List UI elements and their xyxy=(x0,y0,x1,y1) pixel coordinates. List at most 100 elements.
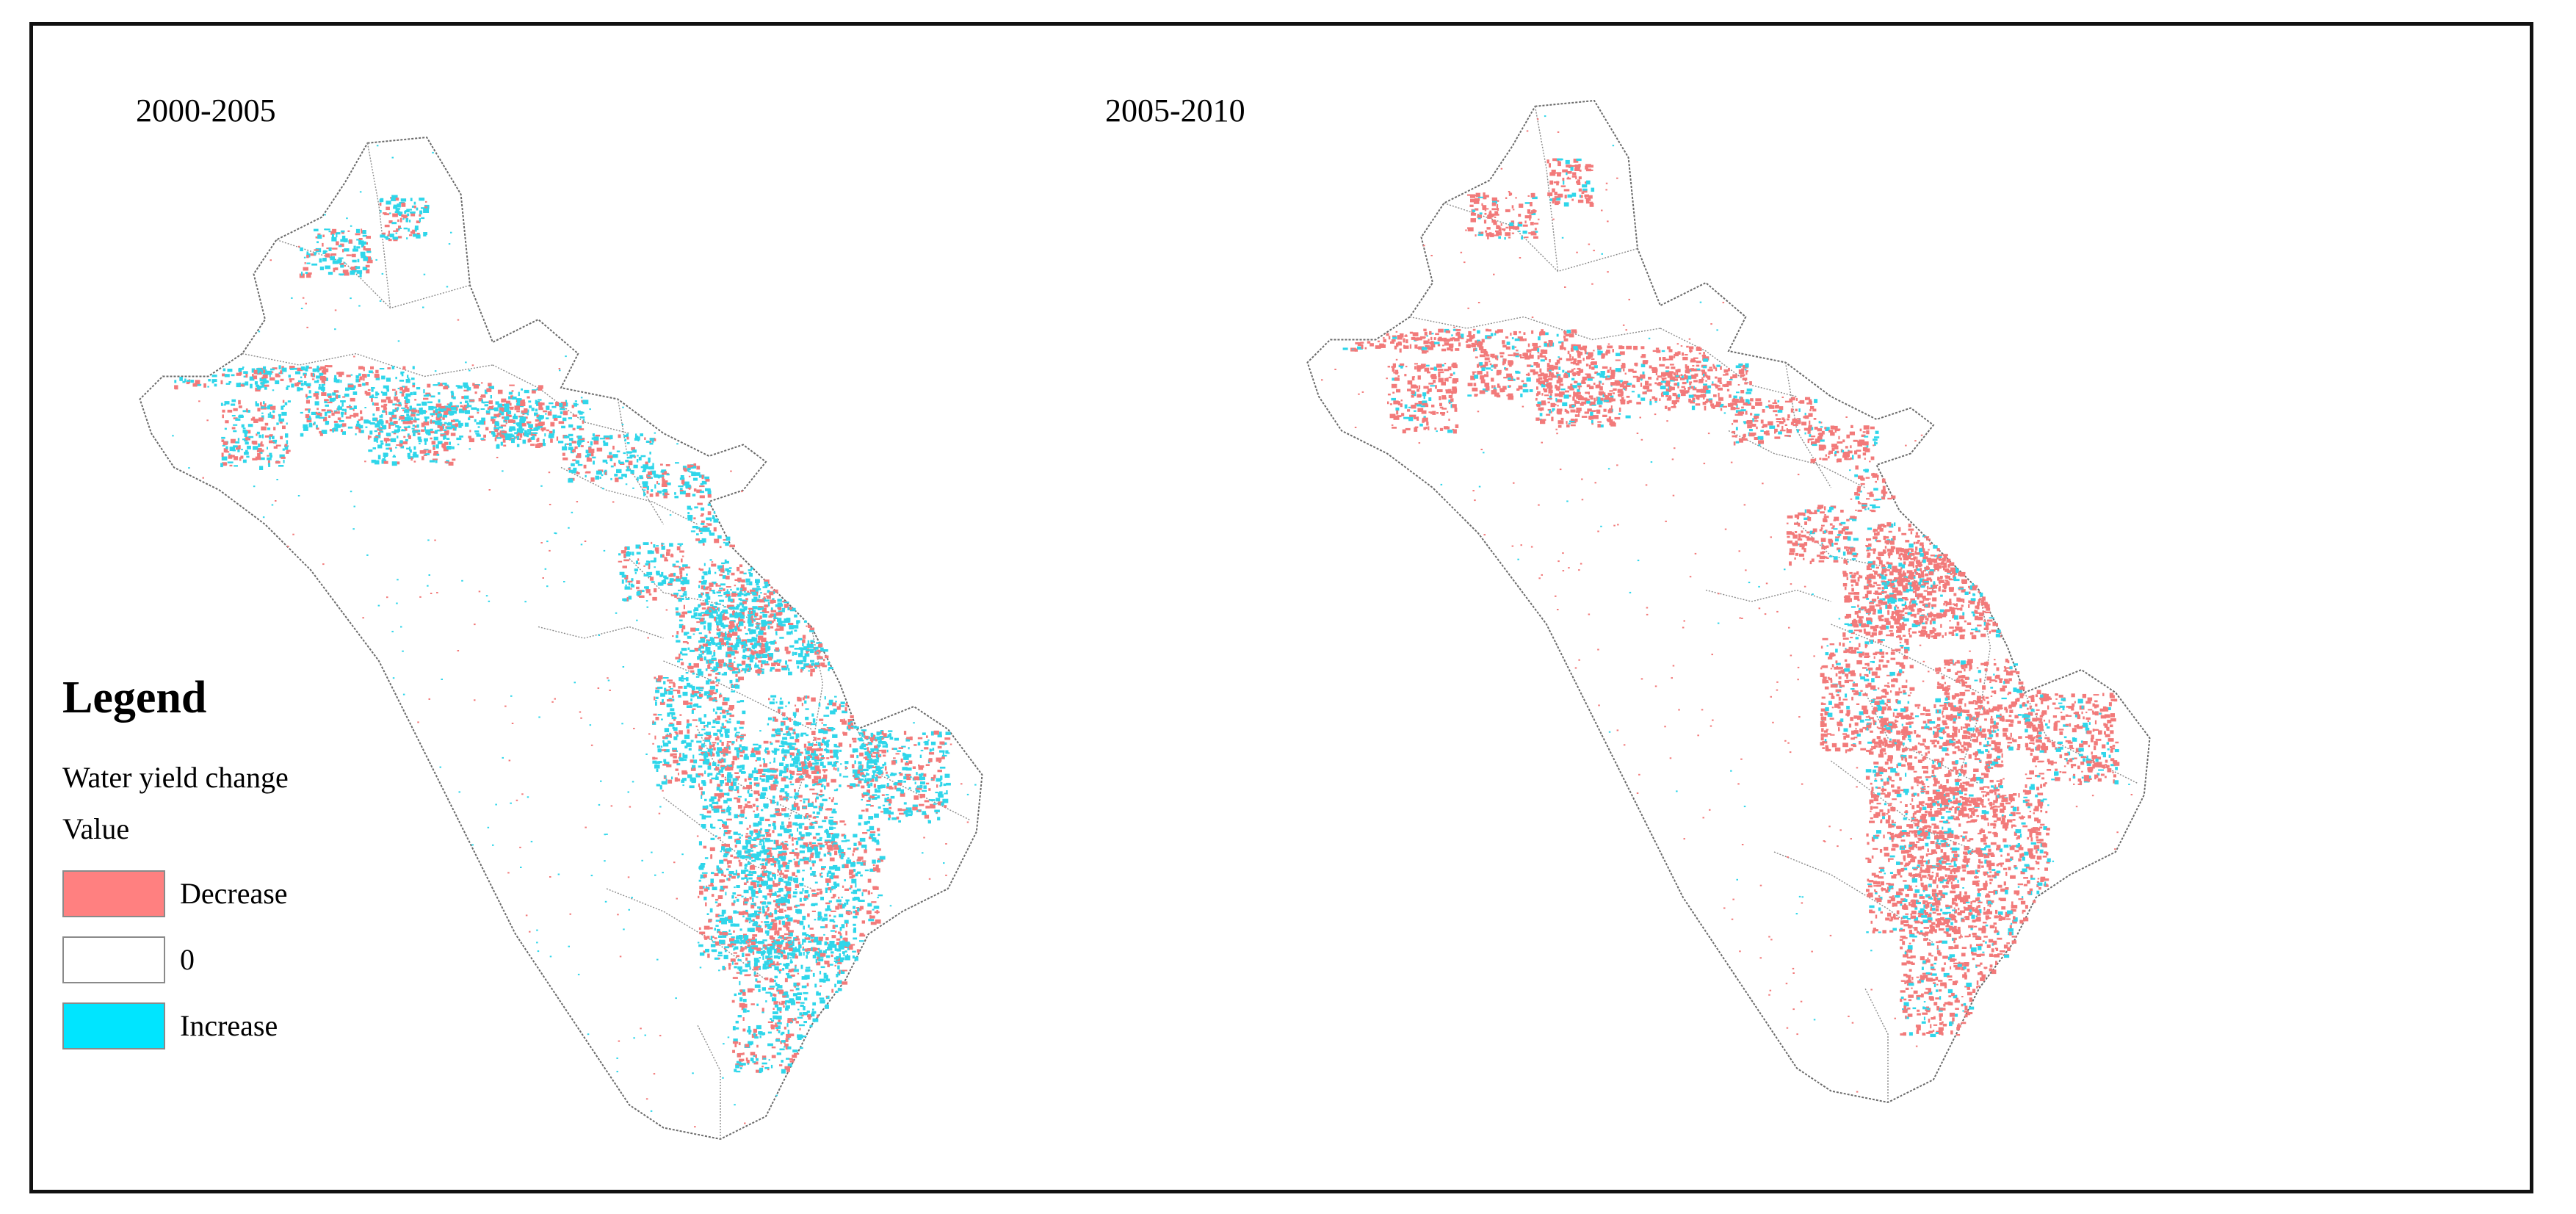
increase-pixel xyxy=(742,710,746,715)
increase-pixel xyxy=(945,750,949,754)
increase-pixel xyxy=(744,869,749,872)
decrease-pixel xyxy=(912,806,918,811)
increase-pixel xyxy=(653,474,658,477)
increase-pixel xyxy=(747,790,750,794)
decrease-pixel xyxy=(800,761,805,765)
decrease-pixel xyxy=(849,743,852,748)
decrease-pixel xyxy=(750,881,756,886)
increase-pixel xyxy=(719,758,721,761)
decrease-pixel xyxy=(690,759,694,763)
decrease-pixel xyxy=(756,591,759,596)
decrease-pixel xyxy=(245,408,248,413)
decrease-pixel xyxy=(731,572,735,576)
decrease-pixel xyxy=(786,798,788,802)
increase-pixel xyxy=(731,961,734,965)
decrease-pixel xyxy=(821,722,823,724)
decrease-pixel xyxy=(574,446,578,449)
increase-pixel xyxy=(720,780,724,784)
increase-pixel xyxy=(642,470,645,472)
increase-pixel xyxy=(752,897,754,902)
decrease-pixel xyxy=(798,751,803,754)
increase-pixel xyxy=(755,832,759,835)
increase-pixel xyxy=(573,402,577,407)
increase-pixel xyxy=(656,545,659,547)
increase-pixel xyxy=(721,920,727,925)
increase-pixel xyxy=(853,915,858,919)
increase-pixel xyxy=(690,507,692,510)
decrease-pixel xyxy=(281,456,286,459)
decrease-pixel xyxy=(817,889,822,891)
increase-pixel xyxy=(245,381,249,386)
increase-pixel xyxy=(517,436,519,440)
increase-pixel xyxy=(558,441,564,444)
increase-pixel xyxy=(734,627,737,632)
decrease-pixel xyxy=(726,586,731,588)
increase-pixel xyxy=(724,946,730,949)
increase-pixel xyxy=(768,954,770,958)
increase-pixel xyxy=(447,422,452,425)
increase-pixel xyxy=(866,829,870,831)
increase-pixel xyxy=(715,688,718,693)
decrease-pixel xyxy=(717,837,721,839)
increase-pixel xyxy=(925,740,929,745)
increase-pixel xyxy=(715,925,719,927)
decrease-pixel xyxy=(839,820,845,823)
decrease-pixel xyxy=(810,822,813,827)
decrease-pixel xyxy=(766,751,770,753)
decrease-pixel xyxy=(895,753,900,755)
increase-pixel xyxy=(384,236,389,239)
increase-pixel xyxy=(224,374,230,377)
increase-pixel xyxy=(531,408,535,411)
decrease-pixel xyxy=(758,635,764,640)
increase-pixel xyxy=(764,966,770,969)
increase-pixel xyxy=(795,840,799,845)
increase-pixel xyxy=(424,441,427,445)
decrease-pixel xyxy=(701,752,705,755)
decrease-pixel xyxy=(662,736,666,739)
increase-pixel xyxy=(709,685,715,690)
increase-pixel xyxy=(679,477,685,480)
decrease-pixel xyxy=(778,895,781,897)
increase-pixel xyxy=(663,575,667,579)
increase-pixel xyxy=(267,457,272,460)
increase-pixel xyxy=(227,461,234,463)
increase-pixel xyxy=(685,486,688,488)
increase-pixel xyxy=(413,433,416,436)
increase-pixel xyxy=(437,441,443,444)
increase-pixel xyxy=(804,890,808,894)
increase-pixel xyxy=(703,753,709,758)
decrease-pixel xyxy=(730,604,734,609)
increase-pixel xyxy=(770,607,773,611)
increase-pixel xyxy=(261,434,264,438)
increase-pixel xyxy=(529,429,532,433)
decrease-pixel xyxy=(382,232,386,235)
decrease-pixel xyxy=(752,652,755,656)
increase-pixel xyxy=(856,888,861,892)
increase-pixel xyxy=(684,734,690,740)
decrease-pixel xyxy=(873,734,875,739)
decrease-pixel xyxy=(912,766,916,769)
decrease-pixel xyxy=(819,769,821,774)
increase-pixel xyxy=(782,756,785,761)
decrease-pixel xyxy=(510,406,514,410)
increase-pixel xyxy=(717,954,723,957)
increase-pixel xyxy=(710,640,714,644)
increase-pixel xyxy=(340,239,345,242)
decrease-pixel xyxy=(521,410,527,413)
decrease-pixel xyxy=(315,411,318,415)
increase-pixel xyxy=(764,581,768,584)
increase-pixel xyxy=(803,663,807,666)
increase-pixel xyxy=(560,411,563,415)
increase-pixel xyxy=(392,236,399,240)
increase-pixel xyxy=(748,613,754,616)
increase-pixel xyxy=(625,460,629,463)
increase-pixel xyxy=(911,810,913,815)
increase-pixel xyxy=(808,825,815,829)
increase-pixel xyxy=(737,850,742,856)
increase-pixel xyxy=(721,909,726,914)
increase-pixel xyxy=(568,417,572,419)
increase-pixel xyxy=(756,951,759,954)
increase-pixel xyxy=(658,474,665,477)
increase-pixel xyxy=(656,784,661,787)
increase-pixel xyxy=(730,588,732,591)
